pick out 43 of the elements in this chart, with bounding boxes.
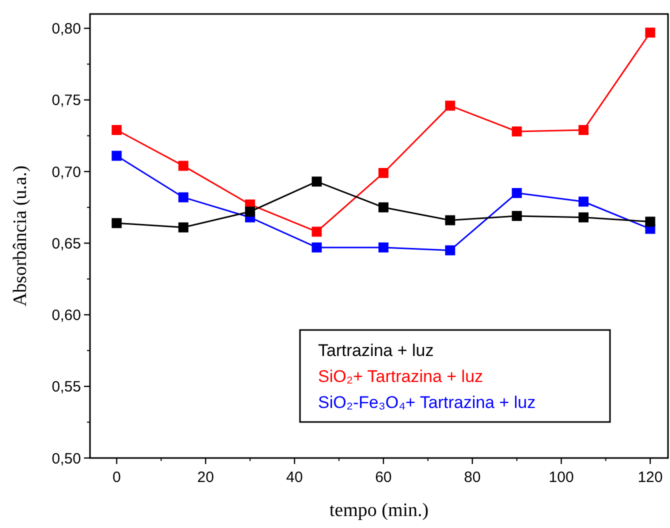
point	[578, 212, 589, 222]
y-tick-label: 0,65	[52, 235, 81, 252]
y-tick-label: 0,50	[52, 450, 81, 468]
point	[578, 196, 589, 207]
point	[445, 100, 456, 111]
point	[445, 215, 456, 226]
y-tick-label: 0,80	[52, 20, 81, 38]
x-tick-label: 20	[197, 469, 214, 486]
point	[645, 28, 656, 38]
point	[178, 222, 188, 232]
point	[312, 226, 322, 237]
point	[245, 206, 256, 217]
point	[512, 126, 522, 136]
point	[378, 242, 388, 252]
point	[645, 216, 656, 227]
x-tick-label: 80	[464, 469, 481, 486]
text: Tartrazina + luz	[318, 341, 434, 360]
point	[178, 192, 188, 202]
point	[312, 176, 322, 187]
point	[445, 245, 456, 256]
y-axis-title: Absorbância (u.a.)	[10, 166, 31, 306]
point	[512, 210, 522, 221]
point	[378, 202, 388, 212]
y-tick-label: 0,70	[52, 164, 81, 181]
x-tick-label: 60	[375, 469, 392, 486]
y-tick-label: 0,75	[52, 92, 81, 110]
point	[312, 242, 322, 252]
x-tick-label: 40	[286, 469, 303, 486]
point	[512, 188, 522, 198]
x-tick-label: 0	[112, 469, 121, 486]
text: SiO₂+ Tartrazina + luz	[318, 367, 484, 386]
point	[112, 125, 122, 136]
y-tick-label: 0,60	[52, 307, 81, 324]
text: SiO₂-Fe₃O₄+ Tartrazina + luz	[318, 393, 536, 412]
point	[178, 160, 188, 171]
x-tick-label: 120	[638, 469, 663, 486]
point	[578, 125, 589, 136]
x-tick-label: 100	[548, 469, 574, 486]
y-tick-label: 0,55	[52, 378, 81, 396]
x-axis-title: tempo (min.)	[329, 500, 429, 521]
point	[112, 218, 122, 228]
point	[112, 150, 122, 161]
point	[378, 168, 388, 178]
